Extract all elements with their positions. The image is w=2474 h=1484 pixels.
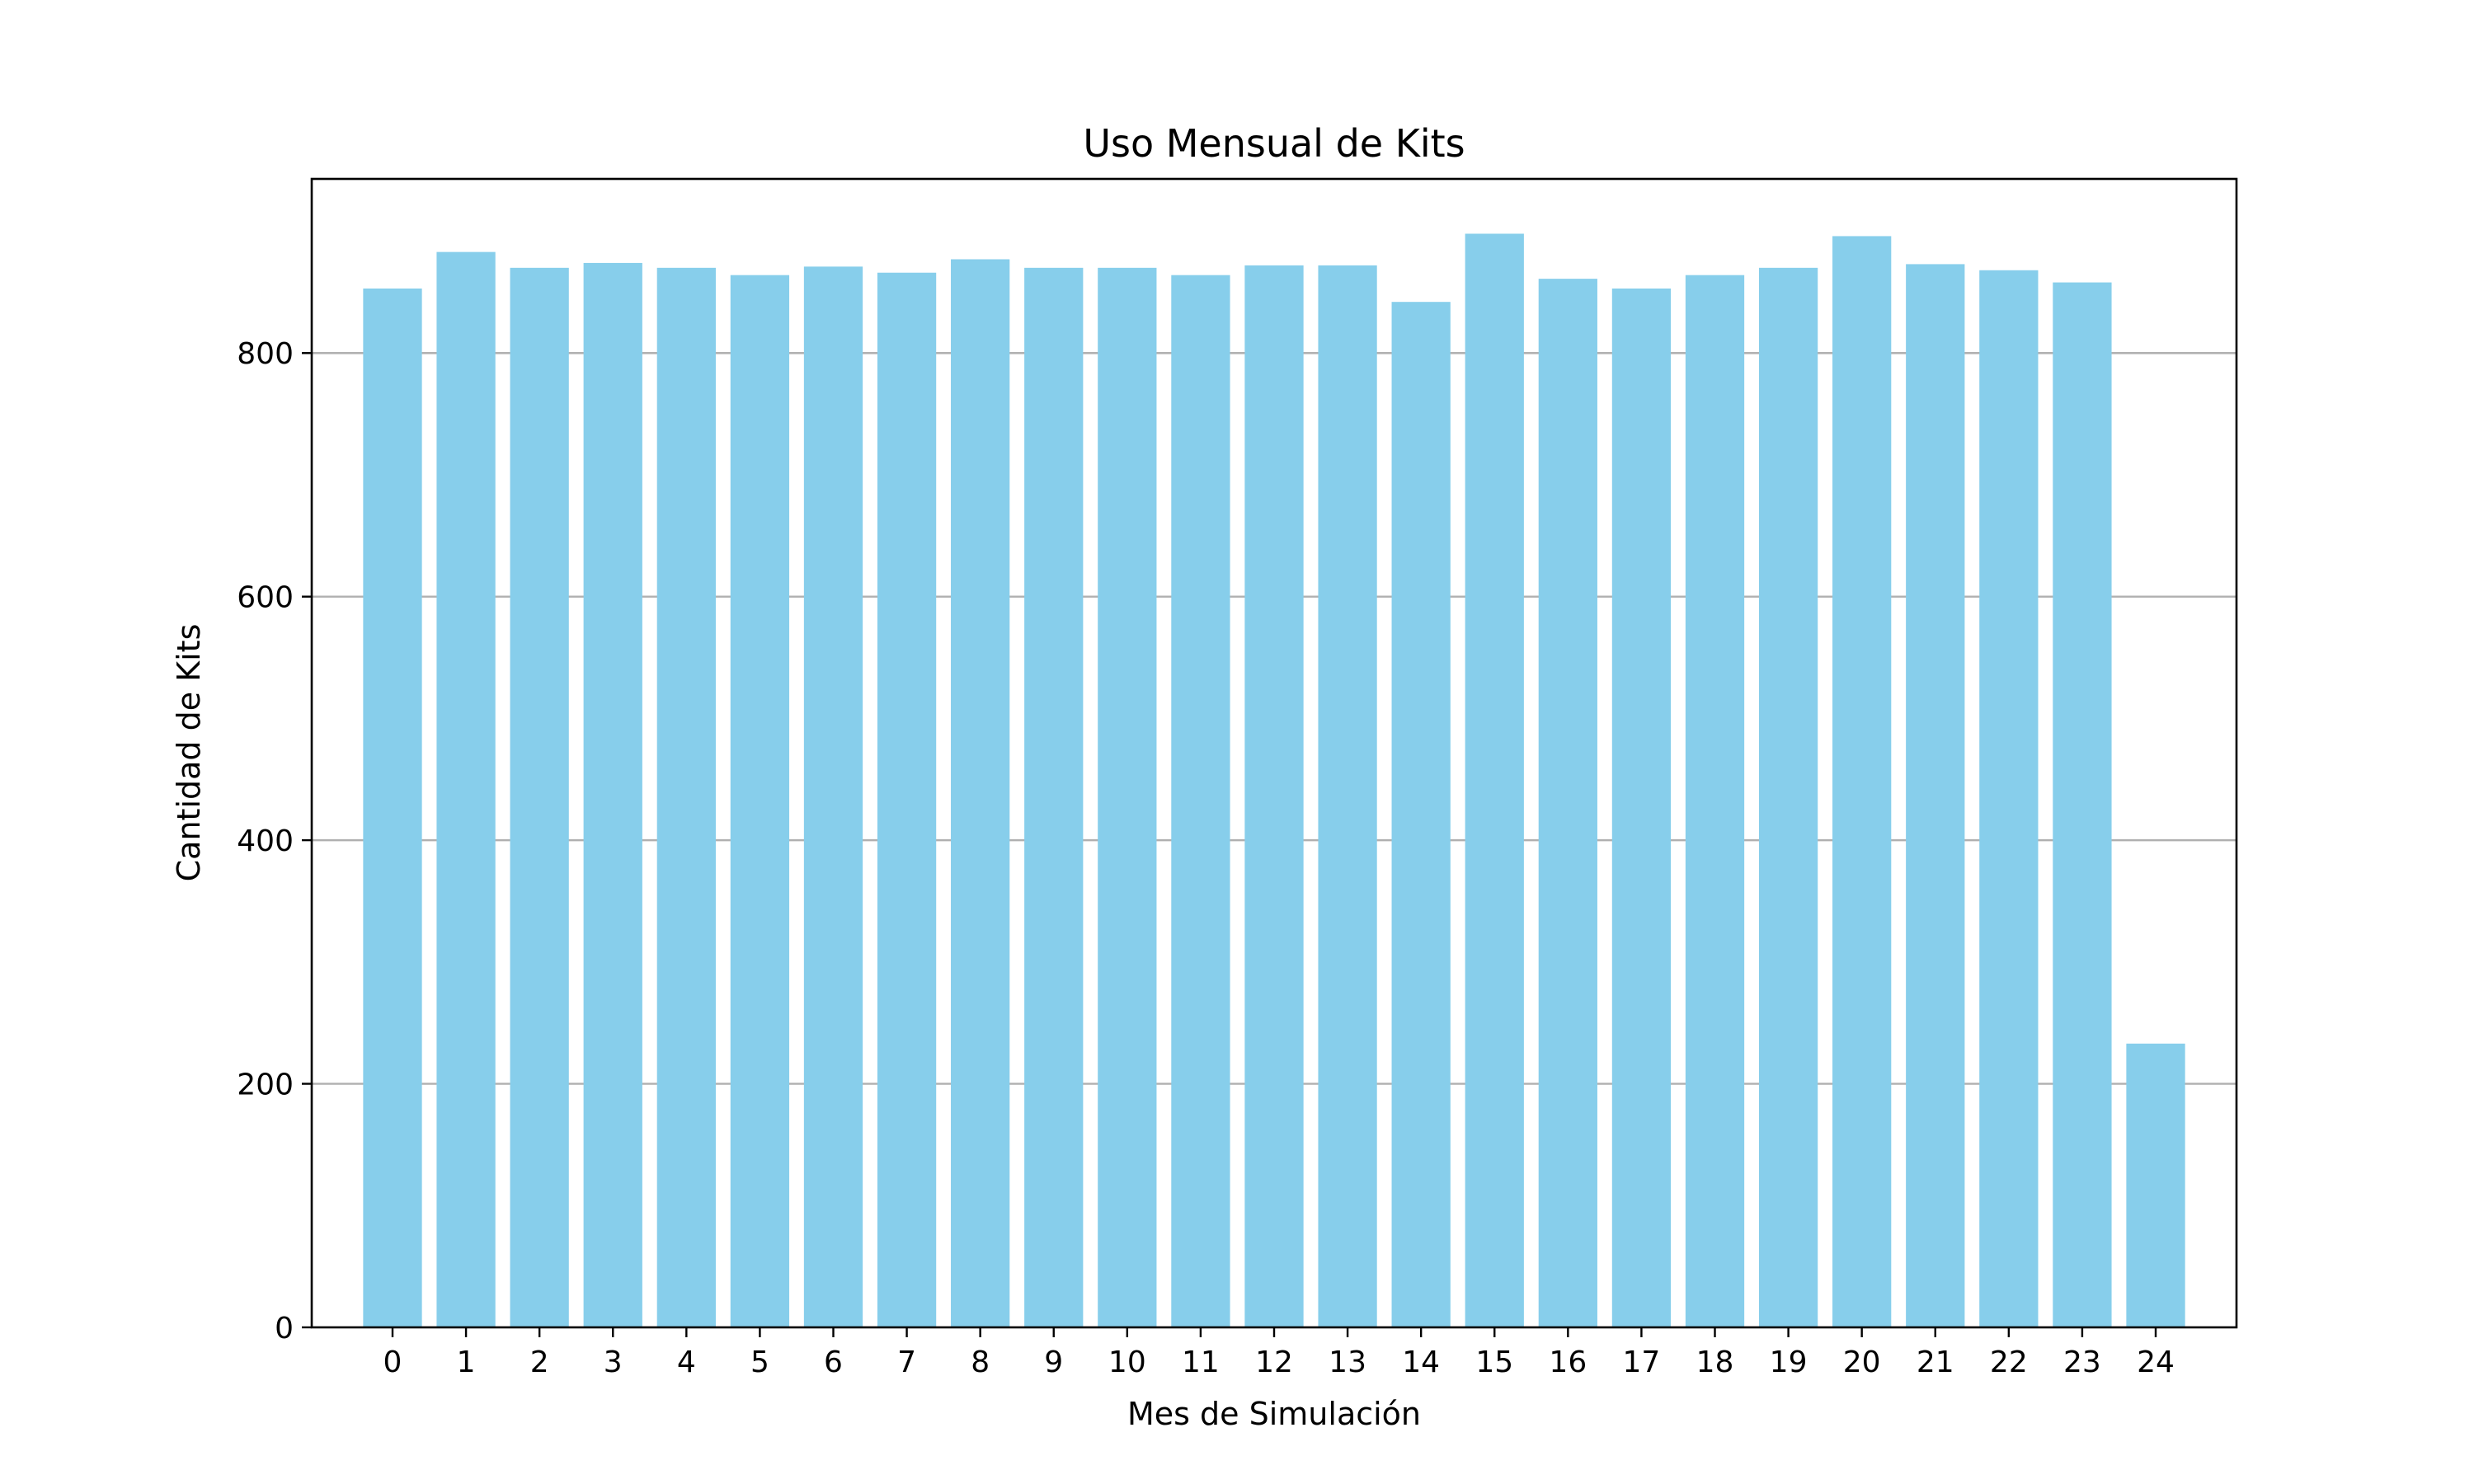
bar-10 [1098,267,1157,1327]
bar-24 [2126,1043,2185,1327]
x-tick-label: 17 [1623,1345,1661,1379]
x-tick-label: 20 [1843,1345,1881,1379]
bar-16 [1538,279,1597,1328]
bar-18 [1685,275,1745,1327]
bar-4 [656,267,716,1327]
y-axis-ticks: 0 200 400 600 800 [237,337,312,1345]
x-tick-label: 22 [1990,1345,2028,1379]
bar-5 [730,275,790,1327]
bar-14 [1391,302,1451,1327]
x-tick-label: 12 [1255,1345,1293,1379]
bar-22 [1979,270,2039,1327]
x-axis-label: Mes de Simulación [1127,1396,1421,1432]
x-tick-label: 15 [1475,1345,1513,1379]
bar-6 [803,266,863,1328]
x-tick-label: 0 [383,1345,402,1379]
bar-9 [1024,267,1084,1327]
x-tick-label: 6 [824,1345,843,1379]
x-tick-label: 16 [1549,1345,1587,1379]
x-tick-label: 18 [1696,1345,1734,1379]
x-tick-label: 2 [530,1345,549,1379]
x-tick-label: 5 [750,1345,769,1379]
chart-title: Uso Mensual de Kits [1083,121,1465,166]
y-tick-label: 0 [275,1312,294,1345]
x-tick-label: 19 [1770,1345,1808,1379]
x-tick-label: 3 [604,1345,623,1379]
y-tick-label: 400 [237,824,294,858]
y-tick-label: 800 [237,337,294,371]
bar-23 [2053,282,2112,1328]
y-axis-label: Cantidad de Kits [171,624,207,882]
bar-2 [510,267,569,1327]
bar-21 [1906,264,1965,1327]
y-tick-label: 600 [237,581,294,615]
x-tick-label: 14 [1402,1345,1440,1379]
x-tick-label: 24 [2137,1345,2175,1379]
x-tick-label: 1 [457,1345,476,1379]
bar-1 [436,251,496,1327]
bar-19 [1758,267,1818,1327]
bar-15 [1465,233,1524,1328]
x-tick-label: 8 [971,1345,990,1379]
x-axis-ticks: 0 1 2 3 4 5 6 7 8 9 10 11 12 13 14 15 16 17 18 19 20 21 22 23 24 [383,1327,2175,1379]
bar-0 [363,288,422,1328]
bar-7 [877,272,937,1328]
bar-20 [1832,236,1892,1327]
bar-12 [1244,265,1304,1327]
x-tick-label: 9 [1044,1345,1063,1379]
x-tick-label: 21 [1917,1345,1954,1379]
x-tick-label: 10 [1108,1345,1146,1379]
bar-17 [1611,288,1672,1328]
y-tick-label: 200 [237,1068,294,1102]
bar-11 [1171,275,1230,1327]
x-tick-label: 4 [677,1345,696,1379]
bar-8 [951,259,1010,1327]
x-tick-label: 13 [1329,1345,1366,1379]
x-tick-label: 23 [2063,1345,2101,1379]
x-tick-label: 7 [897,1345,916,1379]
bar-13 [1318,265,1377,1327]
bars [363,233,2185,1328]
bar-3 [583,262,642,1328]
x-tick-label: 11 [1182,1345,1220,1379]
